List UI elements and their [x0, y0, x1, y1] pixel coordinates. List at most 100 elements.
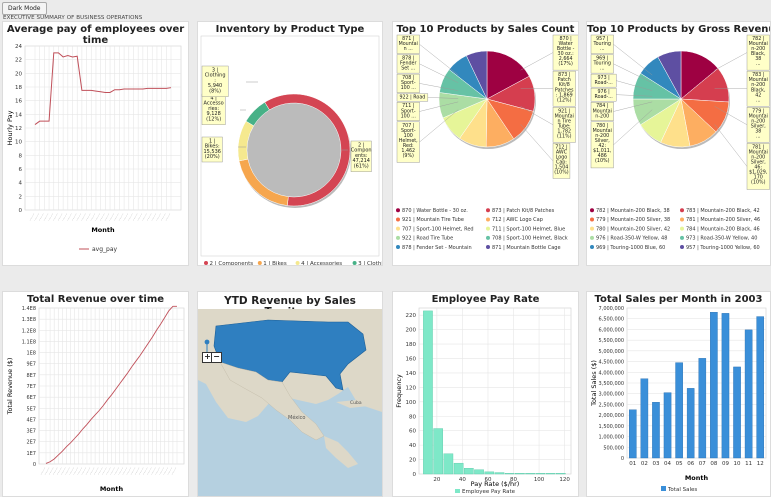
- x-tick-label: ·········: [80, 212, 88, 221]
- sales-bar: [756, 316, 764, 459]
- x-axis-label: Pay Rate ($/hr): [471, 480, 520, 488]
- legend-dot: [590, 235, 594, 240]
- x-tick-label: ·········: [155, 212, 163, 221]
- callout-box: [590, 54, 614, 74]
- x-tick-label: ·········: [121, 466, 129, 475]
- callout-text: Road-...: [594, 80, 612, 86]
- x-tick-label: ·········: [127, 212, 135, 221]
- x-tick-label: ·········: [33, 212, 41, 221]
- x-tick-label: 20: [433, 477, 440, 483]
- sales-bar: [629, 409, 637, 459]
- x-tick-label: ·········: [37, 212, 45, 221]
- pie-shadow: [239, 96, 351, 208]
- x-tick-label: 100: [534, 477, 545, 483]
- total-revenue-line: [45, 305, 177, 464]
- callout-text: 707 |: [402, 123, 414, 129]
- callout-leader: [520, 124, 554, 162]
- callout-text: 957 |: [596, 36, 608, 42]
- callout-box: [590, 121, 614, 169]
- callout-leader: [427, 97, 459, 99]
- callout-text: 781 |: [752, 144, 764, 150]
- callout-text: n ...: [404, 47, 413, 52]
- y-tick-label: 5,000,000: [599, 349, 624, 355]
- legend-label: 4 | Accessories: [301, 261, 342, 265]
- legend-label: 2 | Components: [210, 261, 254, 265]
- y-tick-label: 6,500,000: [599, 317, 624, 323]
- top-revenue-chart: 957 |Touring...969 |Touring...973 |Road-…: [590, 34, 770, 251]
- callout-text: 976 |: [597, 89, 609, 95]
- callout-text: (20%): [205, 154, 220, 160]
- y-tick-label: 200: [406, 328, 417, 334]
- callout-text: 870 |: [559, 36, 571, 42]
- pay-rate-panel: Employee Pay Rate 0 20 40 60 80 100 120 140 160 1…: [392, 291, 579, 497]
- x-tick-label: ·········: [137, 466, 145, 475]
- y-tick-label: 24: [15, 44, 22, 50]
- callout-text: ...: [600, 67, 605, 72]
- ytd-map[interactable]: México Cuba: [198, 292, 382, 496]
- x-tick-label: 120: [559, 477, 570, 483]
- sales-bar: [675, 362, 683, 459]
- pie-slice: [657, 50, 682, 100]
- histogram-bar: [423, 310, 433, 475]
- callout-text: Black,: [751, 87, 766, 93]
- y-tick-label: 7,000,000: [599, 306, 624, 312]
- x-tick-label: 06: [687, 461, 694, 467]
- callout-leader: [616, 80, 653, 91]
- histogram-bar: [515, 473, 525, 475]
- callout-text: Mountai: [749, 77, 768, 83]
- avg-pay-line: [34, 52, 172, 125]
- y-tick-label: 120: [406, 385, 417, 391]
- callout-text: 2,664: [559, 56, 573, 62]
- callout-text: 969 |: [596, 56, 608, 62]
- x-tick-label: ·········: [117, 466, 125, 475]
- callout-text: (10%): [751, 180, 766, 186]
- callout-text: 708 |: [402, 75, 414, 81]
- dark-mode-button[interactable]: Dark Mode: [2, 2, 47, 15]
- callout-leader: [613, 109, 653, 145]
- callout-text: $1,011,: [593, 148, 612, 154]
- x-tick-label: ·········: [154, 466, 162, 475]
- x-tick-label: ·········: [108, 212, 116, 221]
- callout-text: Tube:: [557, 123, 571, 129]
- callout-text: Set ...: [401, 66, 415, 72]
- sales-bar: [721, 313, 730, 459]
- y-tick-label: 1E8: [26, 351, 36, 357]
- callout-text: Mountai: [749, 113, 768, 119]
- histogram-bar: [555, 473, 566, 475]
- y-axis-label: Total Sales ($): [590, 360, 598, 407]
- y-tick-label: 6: [19, 167, 23, 173]
- callout-text: n-200: [595, 113, 609, 119]
- x-tick-label: 04: [664, 461, 671, 467]
- callout-text: Mountai: [749, 149, 768, 155]
- legend-dot: [590, 245, 594, 250]
- y-tick-label: 2,000,000: [599, 413, 624, 419]
- total-revenue-panel: Total Revenue over time 0 1E7 2E7 3E7 4E7 5E7…: [2, 291, 189, 497]
- y-tick-label: 14: [15, 112, 22, 118]
- callout-text: 871 |: [402, 36, 414, 42]
- callout-box: [201, 136, 223, 163]
- y-tick-label: 500,000: [603, 445, 624, 451]
- histogram-bar: [494, 472, 505, 475]
- callout-leader: [419, 44, 459, 76]
- callout-text: (10%): [595, 158, 610, 164]
- x-tick-label: ·········: [60, 466, 68, 475]
- legend-label: 782 | Mountain-200 Black, 38: [596, 208, 670, 214]
- callout-text: 873 |: [558, 72, 570, 78]
- callout-text: Fender: [400, 61, 416, 67]
- legend-dot: [590, 217, 594, 222]
- callout-text: Sport-: [401, 128, 416, 134]
- y-tick-label: 40: [409, 443, 416, 449]
- ytd-map-panel: YTD Revenue by Sales Territory MéxicoCub…: [197, 291, 383, 497]
- callout-text: n-200: [751, 82, 765, 88]
- y-tick-label: 1,000,000: [599, 435, 624, 441]
- map-zoom-out-button[interactable]: −: [211, 352, 222, 363]
- map-label-cuba: Cuba: [350, 400, 362, 406]
- callout-text: n-200: [751, 118, 765, 124]
- x-tick-label: ·········: [96, 466, 104, 475]
- legend-dot: [352, 261, 357, 265]
- x-tick-label: ·········: [28, 212, 36, 221]
- callout-leader: [520, 52, 554, 71]
- x-tick-label: ·········: [66, 212, 74, 221]
- y-tick-label: 160: [406, 357, 417, 363]
- callout-box: [590, 101, 614, 121]
